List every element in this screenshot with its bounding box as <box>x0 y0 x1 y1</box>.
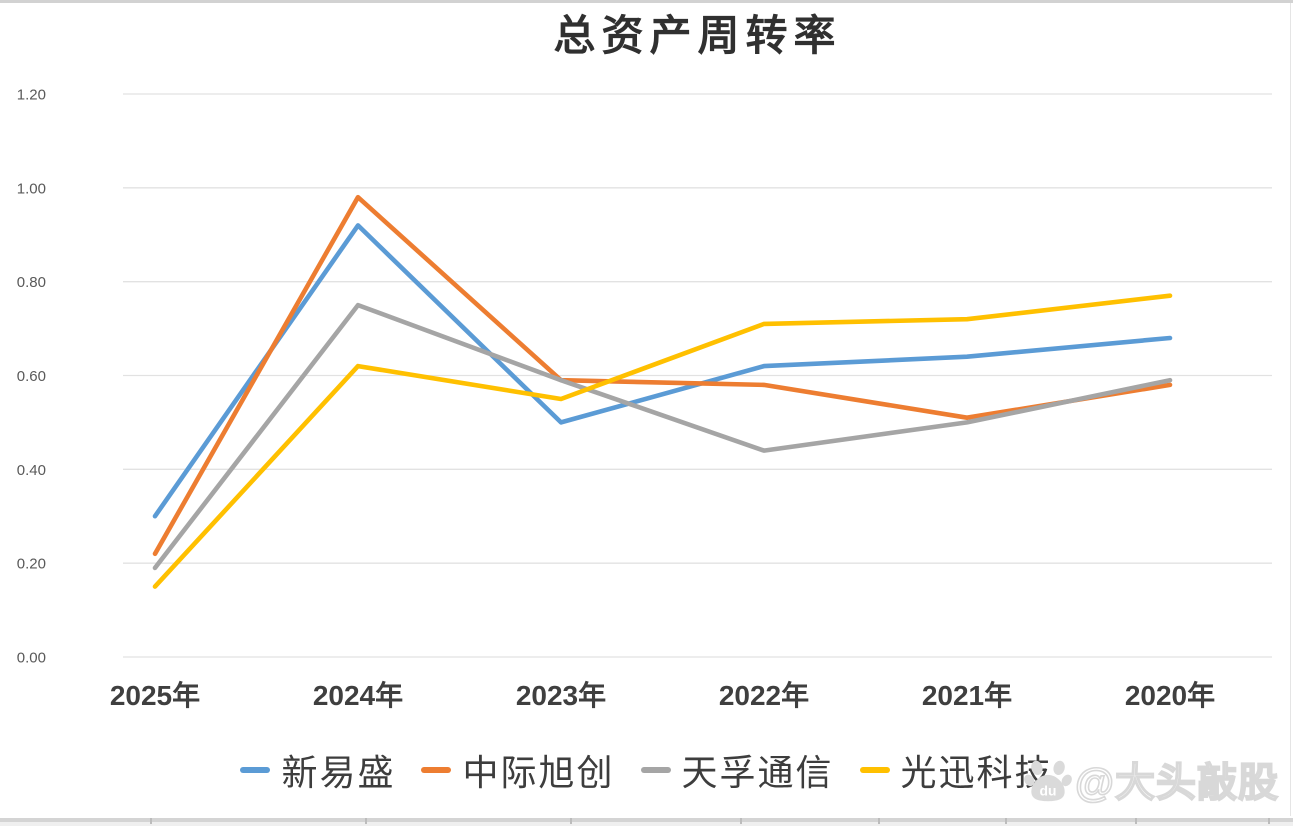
y-axis-tick-label: 0.40 <box>17 462 46 479</box>
y-axis-tick-label: 0.20 <box>17 556 46 573</box>
window-bottom-edge <box>0 818 1293 826</box>
legend-item-1: 中际旭创 <box>421 744 614 796</box>
chart-title: 总资产周转率 <box>553 14 842 60</box>
legend-label: 天孚通信 <box>681 753 834 793</box>
x-axis-category-label: 2020年 <box>1125 679 1215 711</box>
chart-legend: 新易盛 中际旭创 天孚通信 光迅科技 <box>0 744 1293 796</box>
series-line-1 <box>152 194 1173 557</box>
legend-item-0: 新易盛 <box>240 744 395 796</box>
x-axis-category-label: 2023年 <box>516 679 606 711</box>
bottom-edge-tick <box>878 818 880 824</box>
series-line-0 <box>152 223 1173 519</box>
bottom-edge-tick <box>570 818 572 824</box>
legend-label: 新易盛 <box>281 753 396 793</box>
series-line-2 <box>152 302 1173 571</box>
series-line-3 <box>152 293 1173 589</box>
x-axis-category-label: 2021年 <box>922 679 1012 711</box>
window-right-edge <box>1290 3 1291 816</box>
legend-swatch-icon <box>859 767 890 773</box>
bottom-edge-tick <box>365 818 367 824</box>
legend-label: 光迅科技 <box>900 753 1053 793</box>
window-top-edge <box>0 0 1293 3</box>
y-axis-tick-label: 1.00 <box>17 180 46 197</box>
legend-swatch-icon <box>421 767 452 773</box>
x-axis-category-label: 2024年 <box>313 679 403 711</box>
bottom-edge-tick <box>740 818 742 824</box>
y-axis-tick-label: 0.80 <box>17 274 46 291</box>
bottom-edge-tick <box>1268 818 1270 824</box>
x-axis-category-label: 2022年 <box>719 679 809 711</box>
y-axis-tick-label: 0.60 <box>17 368 46 385</box>
legend-item-2: 天孚通信 <box>640 744 834 796</box>
bottom-edge-tick <box>1005 818 1007 824</box>
legend-swatch-icon <box>240 767 271 773</box>
legend-swatch-icon <box>640 767 671 773</box>
legend-item-3: 光迅科技 <box>859 744 1053 796</box>
y-axis-tick-label: 1.20 <box>17 86 46 103</box>
legend-label: 中际旭创 <box>462 753 615 793</box>
x-axis-category-label: 2025年 <box>110 679 200 711</box>
bottom-edge-tick <box>150 818 152 824</box>
y-axis-tick-label: 0.00 <box>17 650 46 667</box>
bottom-edge-tick <box>1135 818 1137 824</box>
